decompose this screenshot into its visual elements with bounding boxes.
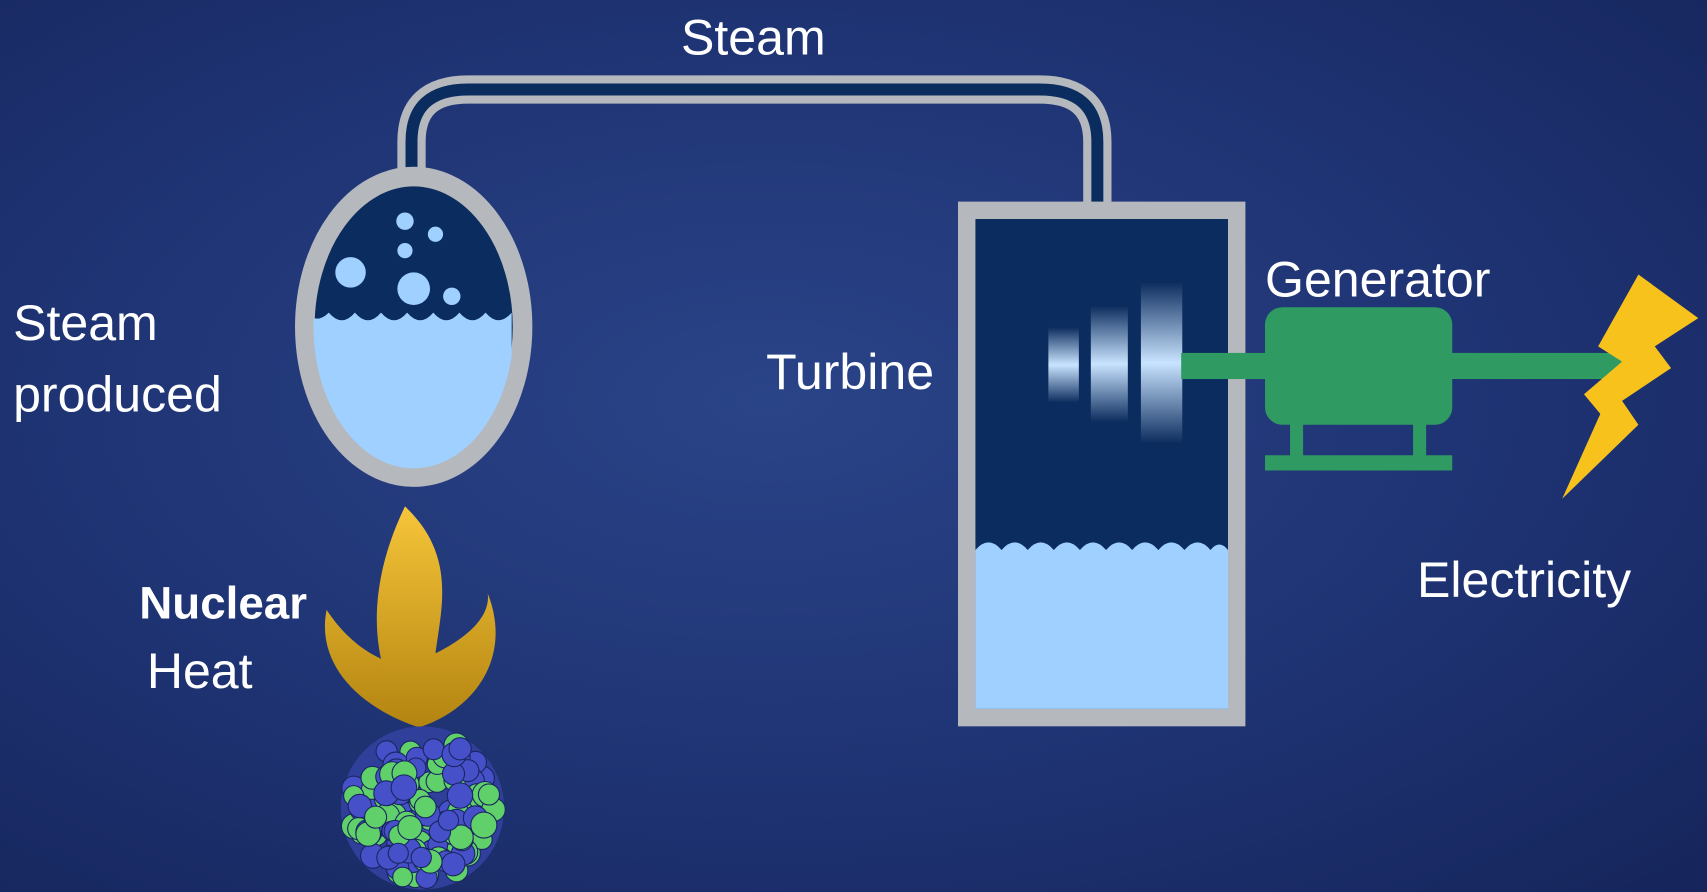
nucleon — [390, 774, 418, 801]
nucleon — [387, 842, 409, 864]
heat-label: Heat — [147, 643, 253, 699]
nucleon — [477, 783, 501, 806]
generator-body — [1265, 307, 1453, 425]
nucleon — [364, 805, 388, 829]
pipe-inner — [405, 83, 1104, 231]
bubble — [443, 287, 461, 306]
bubble — [335, 257, 366, 288]
bubble — [397, 272, 431, 306]
nucleon — [437, 809, 460, 832]
nucleus — [340, 726, 506, 890]
electricity-label: Electricity — [1417, 552, 1631, 608]
generator-leg — [1290, 422, 1304, 458]
generator-base — [1265, 455, 1453, 471]
lightning — [1562, 274, 1699, 499]
nucleon — [446, 782, 474, 809]
nucleon — [422, 738, 445, 761]
steam-produced-label: produced — [13, 367, 222, 423]
nucleon — [448, 737, 472, 761]
steam-produced-label: Steam — [13, 295, 158, 351]
nuclear-label: Nuclear — [139, 578, 307, 629]
nucleon — [470, 811, 498, 839]
steam-label: Steam — [681, 10, 826, 66]
bubble — [397, 242, 413, 259]
bubble — [427, 226, 444, 242]
nucleon — [413, 795, 437, 819]
turbine-blade — [1090, 305, 1128, 423]
nucleon — [441, 851, 466, 877]
turbine-water — [975, 542, 1228, 709]
nucleon — [392, 866, 413, 888]
turbine-label: Turbine — [766, 344, 934, 400]
nucleon — [410, 846, 432, 869]
flame — [324, 506, 496, 728]
turbine-blade — [1140, 281, 1183, 445]
generator-leg — [1413, 422, 1427, 458]
nucleon — [397, 815, 423, 841]
generator-label: Generator — [1265, 251, 1490, 307]
bubble — [396, 212, 414, 230]
turbine-blade — [1048, 326, 1079, 403]
